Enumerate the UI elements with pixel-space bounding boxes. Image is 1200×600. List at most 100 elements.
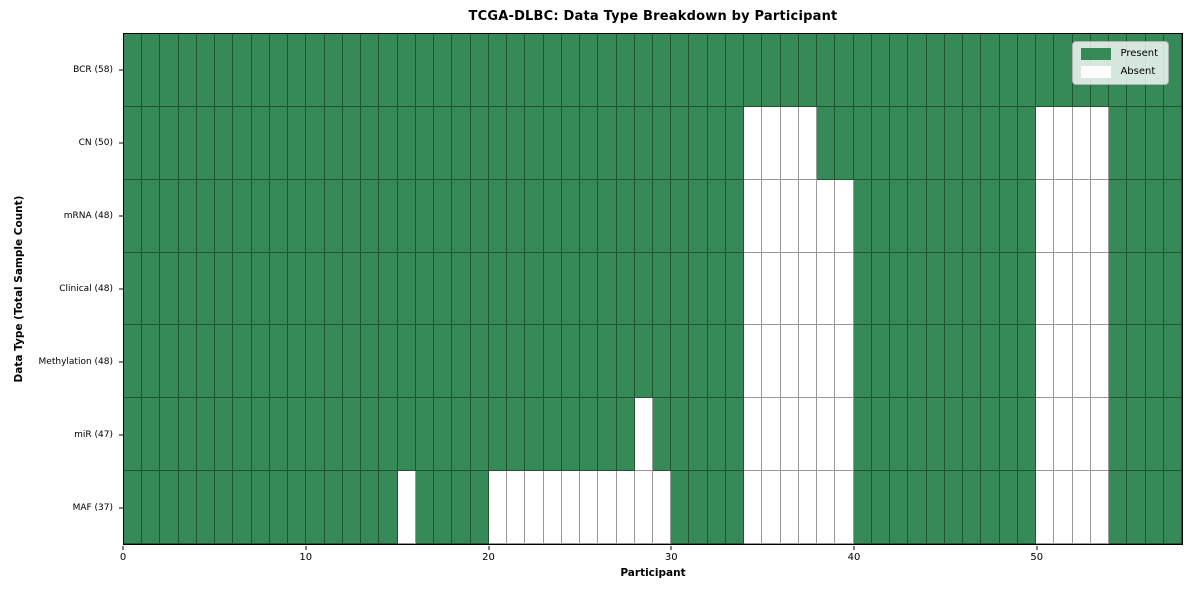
heatmap-cell (707, 179, 726, 253)
heatmap-cell (780, 325, 799, 399)
heatmap-cell (707, 34, 726, 107)
heatmap-cell (598, 106, 617, 180)
heatmap-cell (1072, 325, 1091, 399)
heatmap-cell (616, 34, 635, 107)
heatmap-cell (963, 471, 982, 544)
heatmap-cell (835, 252, 854, 326)
heatmap-cell (561, 106, 581, 180)
heatmap-cell (999, 471, 1018, 544)
y-tick-mark (119, 69, 123, 71)
heatmap-cell (160, 398, 179, 472)
heatmap-cell (817, 34, 836, 107)
heatmap-cell (543, 179, 562, 253)
heatmap-cell (871, 252, 891, 326)
heatmap-cell (251, 106, 270, 180)
heatmap-cell (196, 398, 216, 472)
y-tick-label: BCR (58) (73, 64, 113, 75)
heatmap-cell (762, 179, 781, 253)
heatmap-cell (124, 179, 143, 253)
legend-swatch-present-icon (1081, 48, 1112, 60)
heatmap-cell (251, 398, 270, 472)
heatmap-cell (288, 252, 307, 326)
heatmap-cell (488, 325, 508, 399)
x-tick-label: 30 (664, 552, 678, 563)
heatmap-cell (1090, 252, 1110, 326)
heatmap-cell (616, 398, 635, 472)
heatmap-cell (142, 34, 161, 107)
heatmap-cell (1145, 106, 1164, 180)
heatmap-cell (561, 252, 581, 326)
heatmap-cell (288, 179, 307, 253)
heatmap-cell (160, 34, 179, 107)
legend-label-absent: Absent (1120, 66, 1156, 77)
heatmap-cell (780, 471, 799, 544)
x-tick-label: 0 (119, 552, 127, 563)
heatmap-cell (1163, 398, 1182, 472)
legend-label-present: Present (1120, 48, 1158, 59)
heatmap-cell (488, 34, 508, 107)
heatmap-cell (871, 106, 891, 180)
heatmap-cell (215, 325, 234, 399)
heatmap-cell (671, 325, 690, 399)
heatmap-cell (361, 398, 380, 472)
heatmap-cell (525, 471, 544, 544)
heatmap-cell (269, 179, 289, 253)
heatmap-cell (671, 34, 690, 107)
heatmap-cell (561, 34, 581, 107)
x-tick-mark (488, 546, 490, 550)
x-tick-mark (305, 546, 307, 550)
heatmap-cell (1036, 398, 1055, 472)
heatmap-cell (944, 34, 964, 107)
heatmap-cell (452, 179, 471, 253)
heatmap-cell (324, 252, 343, 326)
heatmap-cell (196, 252, 216, 326)
heatmap-cell (251, 471, 270, 544)
heatmap-cell (215, 471, 234, 544)
heatmap-cell (1072, 179, 1091, 253)
heatmap-cell (215, 252, 234, 326)
heatmap-cell (926, 471, 945, 544)
heatmap-cell (160, 471, 179, 544)
heatmap-cell (415, 34, 435, 107)
heatmap-cell (142, 179, 161, 253)
heatmap-cell (634, 398, 653, 472)
heatmap-cell (1127, 398, 1146, 472)
heatmap-cell (233, 179, 252, 253)
heatmap-cell (762, 106, 781, 180)
heatmap-cell (671, 471, 690, 544)
heatmap-cell (634, 106, 653, 180)
heatmap-cell (324, 106, 343, 180)
heatmap-cell (543, 471, 562, 544)
heatmap-cell (543, 325, 562, 399)
heatmap-cell (944, 179, 964, 253)
heatmap-cell (434, 325, 453, 399)
heatmap-cell (196, 34, 216, 107)
heatmap-cell (1017, 179, 1037, 253)
heatmap-cell (306, 471, 325, 544)
heatmap-cell (634, 179, 653, 253)
heatmap-cell (507, 179, 526, 253)
heatmap-cell (288, 471, 307, 544)
heatmap-cell (397, 398, 416, 472)
heatmap-cell (178, 398, 197, 472)
heatmap-cell (652, 106, 672, 180)
heatmap-cell (1054, 398, 1073, 472)
heatmap-cell (981, 471, 1000, 544)
heatmap-cell (725, 179, 745, 253)
heatmap-cell (926, 106, 945, 180)
y-tick-mark (119, 361, 123, 363)
x-tick-label: 40 (847, 552, 861, 563)
heatmap-cell (1054, 106, 1073, 180)
heatmap-cell (1145, 471, 1164, 544)
heatmap-cell (306, 179, 325, 253)
heatmap-cell (178, 325, 197, 399)
heatmap-cell (178, 34, 197, 107)
heatmap-cell (725, 34, 745, 107)
heatmap-cell (890, 34, 909, 107)
heatmap-cell (434, 398, 453, 472)
heatmap-cell (1127, 106, 1146, 180)
heatmap-cell (379, 179, 398, 253)
heatmap-cell (944, 325, 964, 399)
heatmap-cell (999, 252, 1018, 326)
